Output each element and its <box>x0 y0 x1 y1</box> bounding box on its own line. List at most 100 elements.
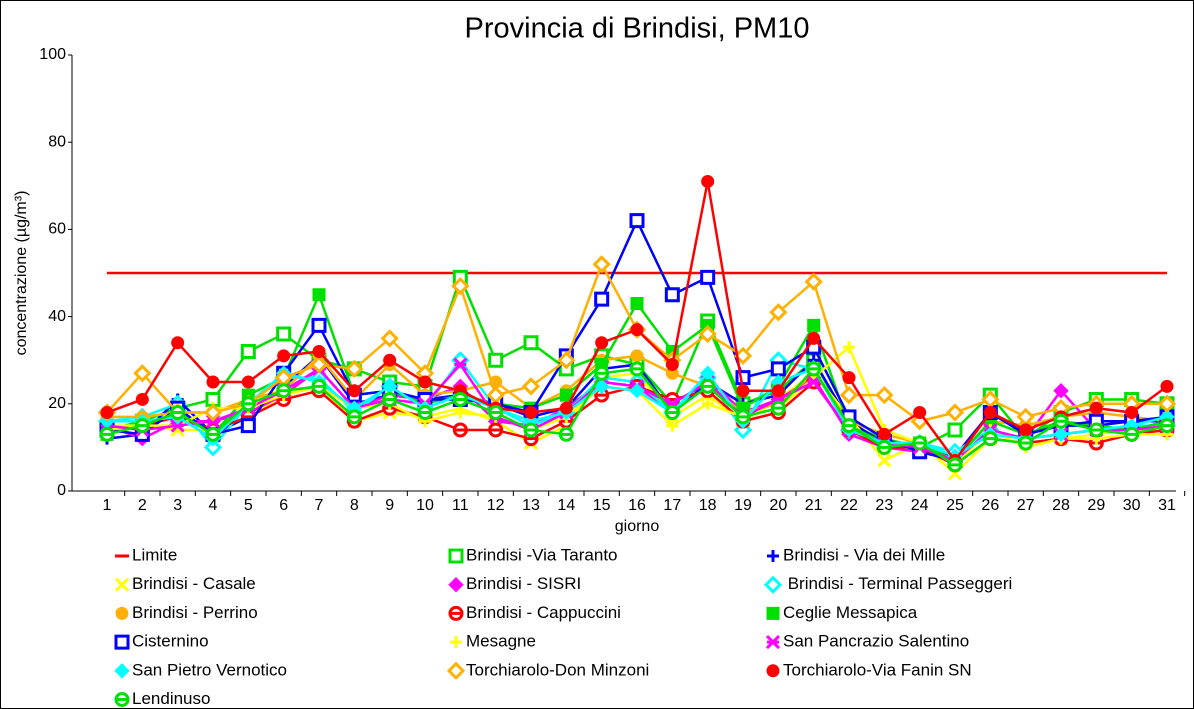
data-point <box>488 352 504 368</box>
data-point <box>559 401 573 415</box>
data-point <box>347 384 361 398</box>
x-tick-label: 3 <box>173 497 182 514</box>
data-point <box>523 422 539 438</box>
legend-label: Brindisi - Cappuccini <box>466 603 621 622</box>
x-tick-label: 19 <box>734 497 752 514</box>
data-point <box>983 406 997 420</box>
x-tick-label: 7 <box>315 497 324 514</box>
legend-marker <box>763 575 783 594</box>
data-point <box>736 384 750 398</box>
data-point <box>170 405 186 421</box>
data-point <box>559 388 573 402</box>
data-point <box>629 361 645 377</box>
x-tick-label: 1 <box>103 497 112 514</box>
data-point <box>806 361 822 377</box>
x-tick-label: 26 <box>981 497 999 514</box>
legend-label: Brindisi - SISRI <box>466 574 581 593</box>
data-point <box>558 426 574 442</box>
data-point <box>452 422 468 438</box>
data-point <box>240 343 256 359</box>
data-point <box>276 383 292 399</box>
x-tick-label: 10 <box>416 497 434 514</box>
data-point <box>735 370 751 386</box>
x-tick-label: 15 <box>593 497 611 514</box>
data-point <box>735 409 751 425</box>
data-point <box>592 255 611 274</box>
legend-marker <box>448 605 464 621</box>
x-tick-label: 8 <box>350 497 359 514</box>
data-point <box>346 409 362 425</box>
data-point <box>594 291 610 307</box>
legend-marker <box>114 577 130 592</box>
data-point <box>593 378 610 395</box>
data-point <box>843 341 855 354</box>
legend-label: Torchiarolo-Via Fanin SN <box>783 660 972 679</box>
x-axis-label: giorno <box>615 518 660 535</box>
data-point <box>700 269 716 285</box>
data-point <box>947 457 963 473</box>
data-point <box>769 303 788 322</box>
data-point <box>309 355 329 374</box>
data-point <box>770 400 786 416</box>
data-point <box>770 361 786 377</box>
x-tick-label: 16 <box>628 497 646 514</box>
data-point <box>1053 413 1069 429</box>
legend-label: Lendinuso <box>132 689 210 708</box>
legend-marker <box>448 576 464 593</box>
data-point <box>1019 423 1033 437</box>
data-point <box>701 397 714 410</box>
x-tick-label: 21 <box>805 497 823 514</box>
data-point <box>875 385 894 405</box>
x-tick-label: 18 <box>699 497 717 514</box>
x-tick-label: 11 <box>452 497 469 514</box>
data-point <box>804 272 823 291</box>
data-point <box>1160 379 1174 393</box>
data-point <box>982 431 998 447</box>
data-point <box>453 357 468 372</box>
x-tick-label: 5 <box>244 497 253 514</box>
x-tick-label: 12 <box>487 497 505 514</box>
legend-label: Brindisi - Via dei Mille <box>783 545 945 564</box>
legend-label: Limite <box>132 545 177 564</box>
data-point <box>771 384 785 398</box>
data-point <box>666 419 679 432</box>
data-point <box>240 418 256 434</box>
y-tick-label: 40 <box>48 308 66 325</box>
legend-label: San Pietro Vernotico <box>132 660 287 679</box>
x-tick-label: 27 <box>1017 497 1035 514</box>
x-tick-label: 24 <box>911 497 929 514</box>
data-point <box>170 418 185 433</box>
data-point <box>807 331 821 345</box>
data-point <box>664 287 680 303</box>
data-point <box>203 438 223 457</box>
data-point <box>171 336 185 350</box>
data-point <box>629 213 645 229</box>
data-point <box>380 329 399 348</box>
y-tick-label: 60 <box>48 221 66 238</box>
legend-marker <box>115 606 129 620</box>
data-point <box>807 318 821 332</box>
legend-marker <box>114 663 130 679</box>
x-tick-label: 17 <box>663 497 681 514</box>
data-point <box>630 297 644 311</box>
data-point <box>203 403 223 422</box>
y-tick-label: 100 <box>39 46 66 63</box>
legend-label: San Pancrazio Salentino <box>783 632 969 651</box>
data-point <box>557 351 576 370</box>
data-point <box>595 336 609 350</box>
data-point <box>417 405 433 421</box>
data-point <box>876 439 892 455</box>
x-tick-label: 28 <box>1052 497 1070 514</box>
legend-label: Cisternino <box>132 632 209 651</box>
data-point <box>1053 426 1069 443</box>
data-point <box>382 391 398 407</box>
data-point <box>877 427 891 441</box>
data-point <box>701 174 715 188</box>
data-point <box>383 353 397 367</box>
data-point <box>839 385 859 405</box>
data-point <box>698 324 717 344</box>
x-tick-label: 29 <box>1087 497 1105 514</box>
data-point <box>912 435 928 451</box>
data-point <box>311 378 327 394</box>
